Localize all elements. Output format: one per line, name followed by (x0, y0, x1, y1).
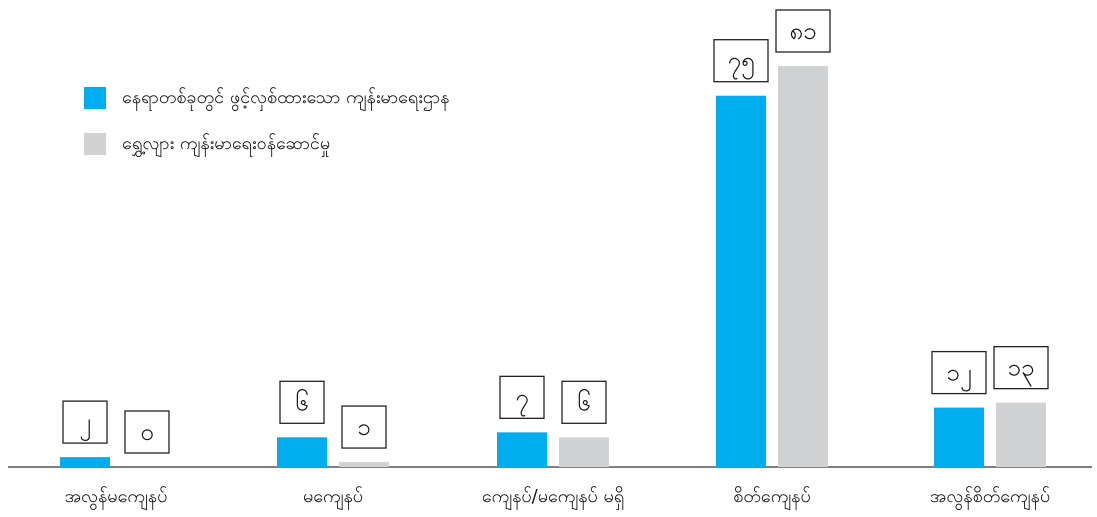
data-label-series1-cat3: ၇ (515, 383, 529, 416)
data-label-box-series1-cat2 (279, 380, 325, 424)
bar-series1-cat1 (60, 457, 110, 467)
legend-label-mobile-clinic: ရွှေ့လျား ကျန်းမာရေးဝန်ဆောင်မှု (122, 132, 331, 154)
legend-item-fixed-clinic: နေရာတစ်ခုတွင် ဖွင့်လှစ်ထားသော ကျန်းမာရေး… (84, 84, 449, 112)
legend-item-mobile-clinic: ရွှေ့လျား ကျန်းမာရေးဝန်ဆောင်မှု (84, 130, 449, 158)
bar-series2-cat3 (559, 437, 609, 467)
data-label-box-series2-cat5 (993, 345, 1049, 390)
data-label-box-series1-cat1 (62, 400, 108, 444)
data-label-series1-cat5: ၁၂ (946, 359, 971, 392)
data-label-series2-cat5: ၁၃ (1008, 354, 1035, 387)
x-tick-label-5: အလွန်စိတ်ကျေနပ် (930, 486, 1050, 510)
data-label-series2-cat1: ၀ (140, 418, 154, 446)
legend-swatch-fixed-clinic (84, 87, 106, 109)
bar-series1-cat2 (277, 437, 327, 467)
data-label-series1-cat4: ၇၅ (728, 47, 755, 80)
data-label-series2-cat4: ၈၁ (789, 17, 816, 45)
data-label-box-series1-cat5 (931, 350, 987, 395)
x-tick-label-2: မကျေနပ် (303, 486, 363, 510)
data-label-box-series2-cat4 (775, 9, 831, 53)
x-tick-label-1: အလွန်မကျေနပ် (65, 486, 168, 510)
bar-series2-cat5 (996, 402, 1046, 467)
x-tick-label-3: ကျေနပ်/မကျေနပ် မရှိ (482, 486, 624, 510)
data-label-box-series1-cat4 (713, 39, 769, 83)
data-label-series2-cat3: ၆ (577, 387, 591, 416)
legend-swatch-mobile-clinic (84, 133, 106, 155)
x-tick-label-4: စိတ်ကျေနပ် (733, 486, 810, 510)
data-label-box-series2-cat1 (124, 410, 170, 454)
chart-legend: နေရာတစ်ခုတွင် ဖွင့်လှစ်ထားသော ကျန်းမာရေး… (84, 84, 449, 176)
legend-label-fixed-clinic: နေရာတစ်ခုတွင် ဖွင့်လှစ်ထားသော ကျန်းမာရေး… (122, 86, 450, 108)
data-label-box-series2-cat3 (561, 380, 607, 424)
bar-series2-cat4 (778, 66, 828, 467)
data-label-series2-cat2: ၁ (357, 413, 371, 441)
bar-series1-cat3 (497, 432, 547, 467)
data-label-box-series1-cat3 (499, 375, 545, 419)
data-label-box-series2-cat2 (341, 405, 387, 449)
data-label-series1-cat2: ၆ (295, 387, 309, 416)
data-label-series1-cat1: ၂ (79, 408, 91, 441)
bar-series2-cat2 (339, 462, 389, 467)
bar-series1-cat5 (934, 407, 984, 467)
bar-series1-cat4 (716, 95, 766, 467)
